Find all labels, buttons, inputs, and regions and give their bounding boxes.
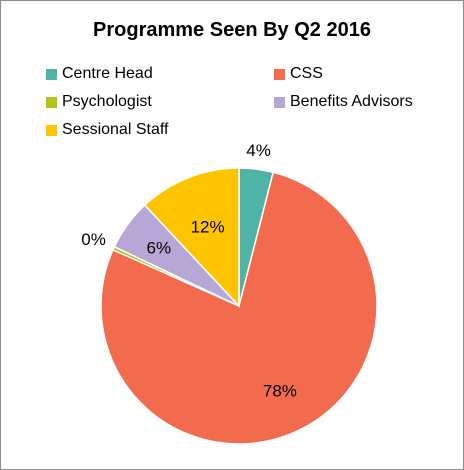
legend-item-css: CSS xyxy=(274,64,323,84)
pie-slice-sessional-staff xyxy=(143,167,240,308)
legend-item-centre-head: Centre Head xyxy=(46,64,153,84)
legend-label-css: CSS xyxy=(290,65,323,82)
legend-swatch-sessional-staff xyxy=(46,124,57,136)
data-label-css: 78% xyxy=(263,382,297,401)
data-label-centre-head: 4% xyxy=(246,141,271,160)
legend-swatch-benefits-advisors xyxy=(274,96,285,108)
data-label-benefits-advisors: 6% xyxy=(147,238,172,257)
data-label-psychologist: 0% xyxy=(81,230,106,249)
legend-label-centre-head: Centre Head xyxy=(62,65,153,82)
legend-label-sessional-staff: Sessional Staff xyxy=(62,121,169,138)
legend-swatch-css xyxy=(274,68,285,80)
legend-label-benefits-advisors: Benefits Advisors xyxy=(290,93,413,110)
legend-swatch-psychologist xyxy=(46,96,57,108)
legend-item-benefits-advisors: Benefits Advisors xyxy=(274,92,413,112)
pie-slice-css xyxy=(100,171,378,445)
chart-title: Programme Seen By Q2 2016 xyxy=(93,19,371,41)
legend-label-psychologist: Psychologist xyxy=(62,93,152,110)
legend-item-psychologist: Psychologist xyxy=(46,92,152,112)
legend-item-sessional-staff: Sessional Staff xyxy=(46,120,168,140)
legend-swatch-centre-head xyxy=(46,68,57,80)
data-label-sessional-staff: 12% xyxy=(191,217,225,236)
